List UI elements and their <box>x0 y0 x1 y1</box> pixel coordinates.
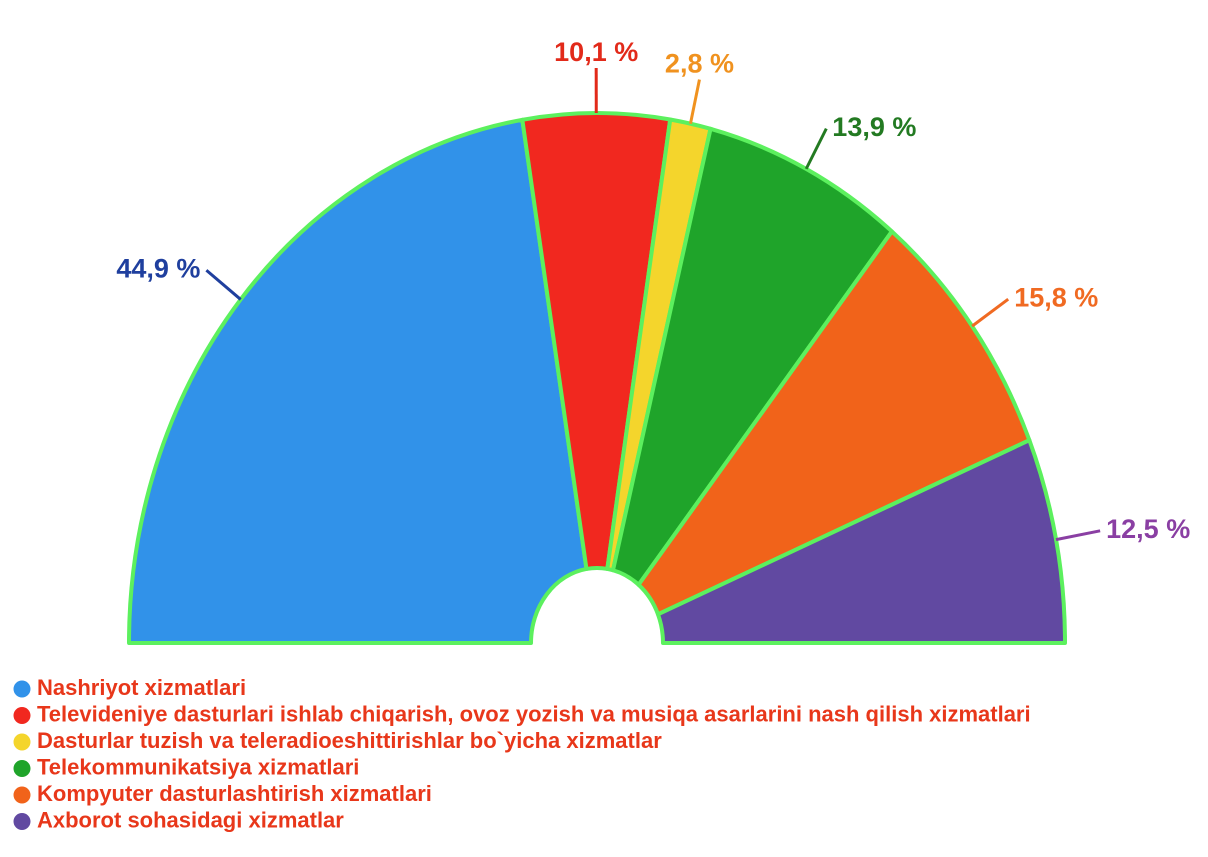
slice <box>611 126 894 587</box>
legend-marker <box>13 707 31 724</box>
data-label: 2,8 % <box>665 49 734 79</box>
legend-marker <box>13 813 31 830</box>
leader-line <box>688 79 701 124</box>
legend-marker <box>13 760 31 777</box>
legend-label: Dasturlar tuzish va teleradioeshittirish… <box>37 728 662 753</box>
data-label: 44,9 % <box>116 253 200 283</box>
data-label: 13,9 % <box>832 112 916 142</box>
legend-label: Televideniye dasturlari ishlab chiqarish… <box>37 701 1031 726</box>
leader-line <box>205 269 242 301</box>
data-label: 12,5 % <box>1106 514 1190 544</box>
legend-label: Telekommunikatsiya xizmatlari <box>37 754 359 779</box>
slice <box>636 229 1032 617</box>
data-label: 10,1 % <box>554 37 638 67</box>
leader-line <box>1055 529 1101 542</box>
legend-marker <box>13 680 31 698</box>
legend-label: Axborot sohasidagi xizmatlar <box>37 807 344 832</box>
slice <box>520 111 673 571</box>
legend-marker <box>13 786 31 804</box>
leader-line <box>804 127 828 170</box>
legend-label: Kompyuter dasturlashtirish xizmatlari <box>37 781 432 806</box>
slice <box>127 117 589 645</box>
slice <box>655 438 1067 645</box>
leader-line <box>971 298 1010 328</box>
legend-marker <box>13 733 31 751</box>
legend-label: Nashriyot xizmatlari <box>37 675 246 700</box>
data-label: 15,8 % <box>1014 282 1098 312</box>
